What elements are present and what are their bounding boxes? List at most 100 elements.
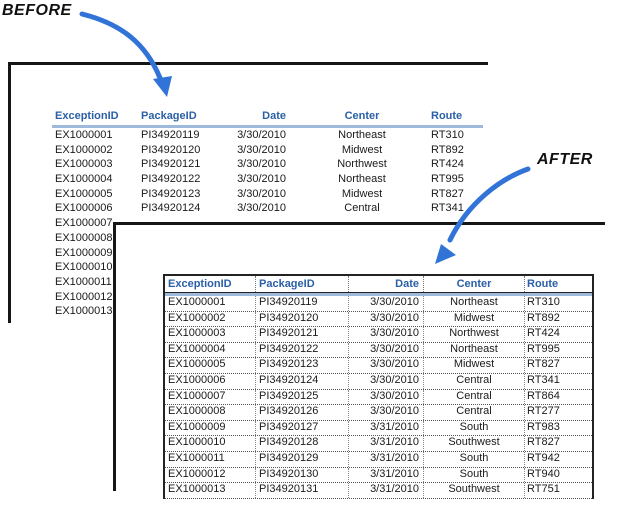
cell-date: 3/30/2010 (237, 187, 286, 200)
cell-packageid: PI34920124 (141, 202, 201, 215)
table-row: EX1000002 PI34920120 3/30/2010 Midwest RT892 (52, 143, 483, 158)
column-header-date: Date (349, 276, 424, 292)
cell-exceptionid: EX1000006 (55, 202, 113, 215)
column-header-date: Date (262, 110, 286, 122)
cell-date: 3/31/2010 (349, 483, 424, 498)
cell-center: South (424, 467, 525, 483)
table-row: EX1000009 PI34920127 3/31/2010 South RT983 (165, 420, 592, 437)
cell-route: RT424 (527, 327, 560, 340)
cell-date: 3/31/2010 (349, 467, 424, 483)
cell-route: RT310 (431, 129, 464, 141)
cell-exceptionid: EX1000008 (55, 231, 113, 244)
table-row: EX1000004 PI34920122 3/30/2010 Northeast RT9… (52, 172, 483, 187)
cell-packageid: PI34920124 (256, 373, 349, 389)
cell-packageid: PI34920125 (256, 389, 349, 405)
before-table-body: EX1000001 PI34920119 3/30/2010 Northeast RT3… (52, 128, 483, 319)
cell-exceptionid: EX1000004 (165, 342, 256, 358)
cell-packageid: PI34920131 (256, 483, 349, 498)
before-table: ExceptionID PackageID Date Center Route EX10… (52, 108, 483, 319)
table-row: EX1000005 PI34920123 3/30/2010 Midwest RT827 (165, 358, 592, 374)
cell-date: 3/30/2010 (349, 342, 424, 358)
after-table: ExceptionID PackageID Date Center Route EX10… (163, 274, 594, 499)
cell-date: 3/30/2010 (349, 296, 424, 311)
before-header-underline (52, 125, 483, 128)
before-screenshot-frame (8, 62, 488, 323)
cell-center: Central (344, 202, 380, 215)
table-row: EX1000010 (52, 260, 483, 275)
column-header-exceptionid: ExceptionID (165, 276, 256, 292)
cell-route: RT310 (527, 296, 560, 308)
table-row: EX1000013 (52, 304, 483, 319)
cell-date: 3/30/2010 (349, 405, 424, 420)
cell-center: Northeast (338, 129, 386, 141)
cell-exceptionid: EX1000006 (165, 373, 256, 389)
cell-packageid: PI34920119 (141, 129, 200, 141)
cell-route: RT983 (527, 420, 560, 433)
cell-exceptionid: EX1000001 (55, 129, 113, 141)
table-row: EX1000007 (52, 216, 483, 231)
cell-exceptionid: EX1000009 (165, 420, 256, 436)
cell-center: Central (424, 405, 525, 420)
table-row: EX1000008 PI34920126 3/30/2010 Central RT277 (165, 405, 592, 421)
cell-center: South (424, 451, 525, 467)
cell-packageid: PI34920121 (256, 327, 349, 342)
cell-packageid: PI34920120 (141, 143, 201, 156)
after-header-underline (165, 293, 592, 296)
cell-route: RT827 (527, 358, 560, 371)
table-row: EX1000001 PI34920119 3/30/2010 Northeast RT3… (52, 128, 483, 143)
table-row: EX1000003 PI34920121 3/30/2010 Northwest RT4… (165, 327, 592, 343)
cell-exceptionid: EX1000002 (165, 311, 256, 327)
cell-center: Midwest (341, 187, 383, 200)
cell-center: Northeast (424, 342, 525, 358)
cell-packageid: PI34920123 (141, 187, 201, 200)
cell-center: Northeast (424, 296, 525, 311)
cell-exceptionid: EX1000009 (55, 246, 113, 259)
cell-center: Northwest (424, 327, 525, 342)
cell-date: 3/30/2010 (349, 311, 424, 327)
cell-center: Midwest (424, 311, 525, 327)
cell-route: RT341 (527, 373, 560, 386)
column-header-packageid: PackageID (141, 110, 197, 122)
cell-packageid: PI34920127 (256, 420, 349, 436)
cell-packageid: PI34920121 (141, 158, 201, 171)
column-header-center: Center (344, 110, 380, 122)
after-table-body: EX1000001 PI34920119 3/30/2010 Northeast RT3… (165, 296, 592, 499)
cell-route: RT995 (431, 173, 464, 186)
cell-date: 3/30/2010 (237, 129, 286, 141)
cell-packageid: PI34920129 (256, 451, 349, 467)
cell-route: RT341 (431, 202, 464, 215)
cell-exceptionid: EX1000002 (55, 143, 113, 156)
cell-date: 3/30/2010 (237, 173, 286, 186)
cell-center: Midwest (341, 143, 383, 156)
cell-center: Midwest (424, 358, 525, 373)
cell-exceptionid: EX1000007 (55, 217, 113, 230)
cell-route: RT892 (431, 143, 464, 156)
after-label: AFTER (537, 151, 593, 168)
cell-date: 3/30/2010 (349, 389, 424, 405)
cell-center: South (424, 420, 525, 436)
cell-exceptionid: EX1000011 (165, 451, 256, 467)
table-row: EX1000004 PI34920122 3/30/2010 Northeast RT9… (165, 342, 592, 359)
cell-route: RT277 (527, 405, 560, 418)
cell-exceptionid: EX1000010 (55, 261, 113, 274)
cell-exceptionid: EX1000004 (55, 173, 113, 186)
cell-exceptionid: EX1000003 (165, 327, 256, 342)
cell-exceptionid: EX1000013 (165, 483, 256, 498)
table-row: EX1000011 (52, 275, 483, 290)
cell-packageid: PI34920119 (256, 296, 349, 311)
table-row: EX1000010 PI34920128 3/31/2010 Southwest RT8… (165, 436, 592, 452)
cell-exceptionid: EX1000003 (55, 158, 113, 171)
cell-packageid: PI34920130 (256, 467, 349, 483)
column-header-packageid: PackageID (256, 276, 349, 292)
column-header-center: Center (424, 276, 525, 292)
column-header-exceptionid: ExceptionID (55, 110, 119, 122)
cell-exceptionid: EX1000005 (165, 358, 256, 373)
cell-center: Northeast (338, 173, 386, 186)
cell-packageid: PI34920120 (256, 311, 349, 327)
cell-exceptionid: EX1000012 (165, 467, 256, 483)
cell-center: Southwest (424, 483, 525, 498)
table-row: EX1000006 PI34920124 3/30/2010 Central RT341 (52, 201, 483, 216)
cell-date: 3/31/2010 (349, 420, 424, 436)
after-table-header-row: ExceptionID PackageID Date Center Route (165, 276, 592, 293)
